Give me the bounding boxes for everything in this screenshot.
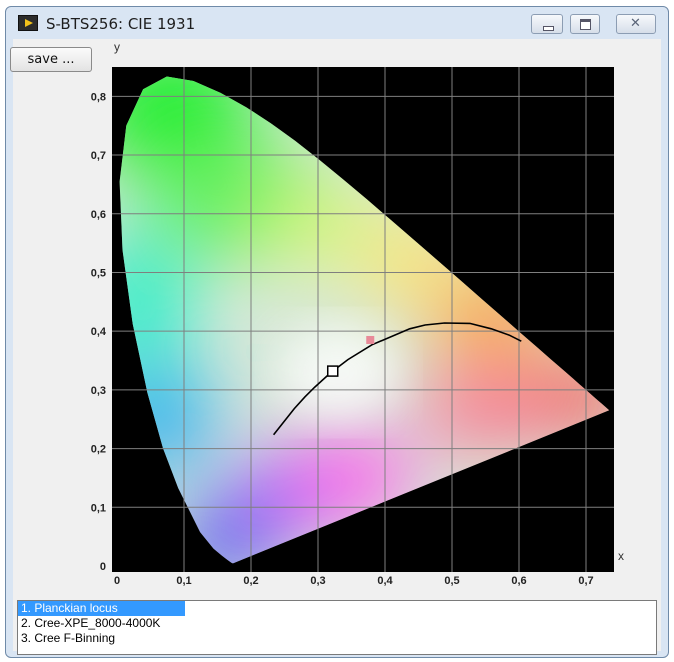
y-tick-label: 0,4 — [91, 326, 107, 338]
legend-item-cree-xpe[interactable]: 2. Cree-XPE_8000-4000K — [21, 616, 161, 630]
cree-xpe-marker — [326, 365, 339, 377]
legend-item-cree-f-binning[interactable]: 3. Cree F-Binning — [21, 631, 116, 645]
series-layer — [272, 322, 522, 436]
blob-green — [119, 76, 258, 179]
y-tick-label: 0,8 — [91, 91, 106, 103]
y-tick-label: 0,6 — [91, 209, 106, 221]
x-tick-label: 0,4 — [377, 575, 393, 587]
blob-magenta — [291, 436, 412, 520]
x-tick-labels: 0 0,1 0,2 0,3 0,4 0,5 0,6 0,7 — [114, 575, 594, 587]
close-icon[interactable] — [616, 14, 656, 34]
y-tick-label: 0,1 — [91, 502, 106, 514]
x-tick-label: 0 — [114, 575, 120, 587]
y-tick-label: 0 — [100, 561, 106, 573]
labview-run-icon — [18, 15, 38, 31]
x-tick-label: 0,5 — [444, 575, 459, 587]
window-title: S-BTS256: CIE 1931 — [46, 15, 196, 33]
y-tick-label: 0,5 — [91, 267, 106, 279]
x-tick-label: 0,7 — [578, 575, 593, 587]
blob-cyan — [119, 231, 191, 373]
y-tick-label: 0,7 — [91, 150, 106, 162]
x-tick-label: 0,3 — [310, 575, 325, 587]
x-tick-label: 0,2 — [243, 575, 258, 587]
y-tick-label: 0,2 — [91, 444, 106, 456]
legend-item-planckian-locus[interactable]: 1. Planckian locus — [18, 601, 185, 616]
blob-pink — [418, 372, 553, 443]
cie-chart: 0 0,1 0,2 0,3 0,4 0,5 0,6 0,7 00,10,20,30,40,50… — [91, 40, 624, 587]
planckian-locus-line — [272, 322, 522, 436]
maximize-icon[interactable] — [570, 14, 600, 34]
cree-f-binning-marker — [366, 335, 375, 344]
x-tick-label: 0,6 — [511, 575, 526, 587]
x-axis-label: x — [618, 549, 624, 563]
y-axis-label: y — [114, 40, 120, 54]
minimize-icon[interactable] — [531, 14, 563, 34]
save-button[interactable]: save ... — [10, 47, 92, 72]
y-tick-label: 0,3 — [91, 385, 106, 397]
series-legend-list[interactable]: 1. Planckian locus 2. Cree-XPE_8000-4000… — [17, 600, 657, 655]
title-bar[interactable]: S-BTS256: CIE 1931 — [6, 7, 668, 39]
y-tick-labels: 0 0,1 0,2 0,3 0,4 0,5 0,6 0,7 0,8 — [91, 91, 107, 573]
x-tick-label: 0,1 — [176, 575, 191, 587]
grid-lines — [112, 67, 614, 572]
